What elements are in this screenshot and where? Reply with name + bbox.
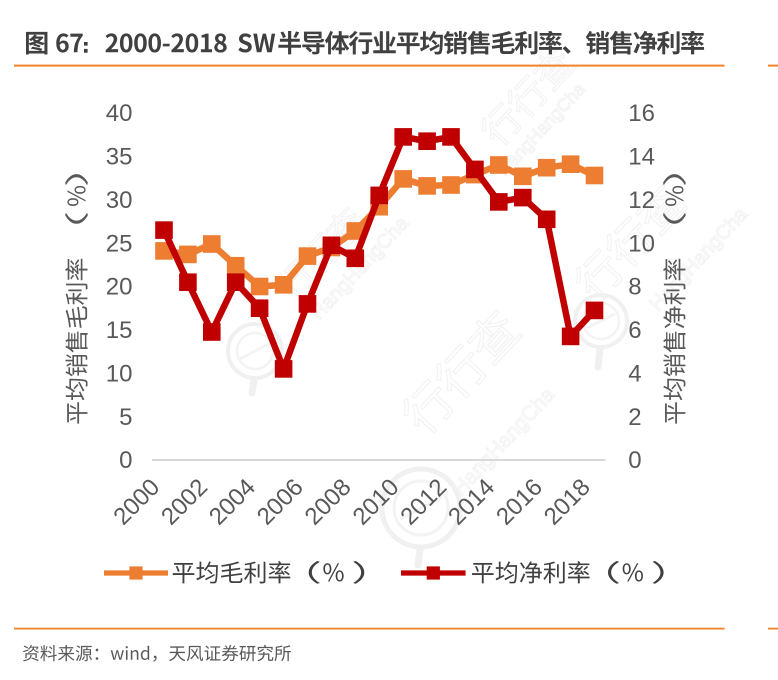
svg-text:12: 12	[628, 187, 655, 214]
svg-text:40: 40	[106, 100, 133, 127]
svg-text:16: 16	[628, 100, 655, 127]
svg-text:4: 4	[628, 360, 641, 387]
svg-text:0: 0	[119, 447, 132, 474]
svg-text:0: 0	[628, 447, 641, 474]
svg-text:10: 10	[106, 360, 133, 387]
svg-text:14: 14	[628, 144, 655, 171]
svg-text:25: 25	[106, 230, 133, 257]
svg-text:20: 20	[106, 274, 133, 301]
svg-text:35: 35	[106, 144, 133, 171]
svg-text:15: 15	[106, 317, 133, 344]
svg-text:30: 30	[106, 187, 133, 214]
svg-text:10: 10	[628, 230, 655, 257]
svg-text:8: 8	[628, 274, 641, 301]
svg-text:2: 2	[628, 404, 641, 431]
svg-text:5: 5	[119, 404, 132, 431]
svg-text:6: 6	[628, 317, 641, 344]
